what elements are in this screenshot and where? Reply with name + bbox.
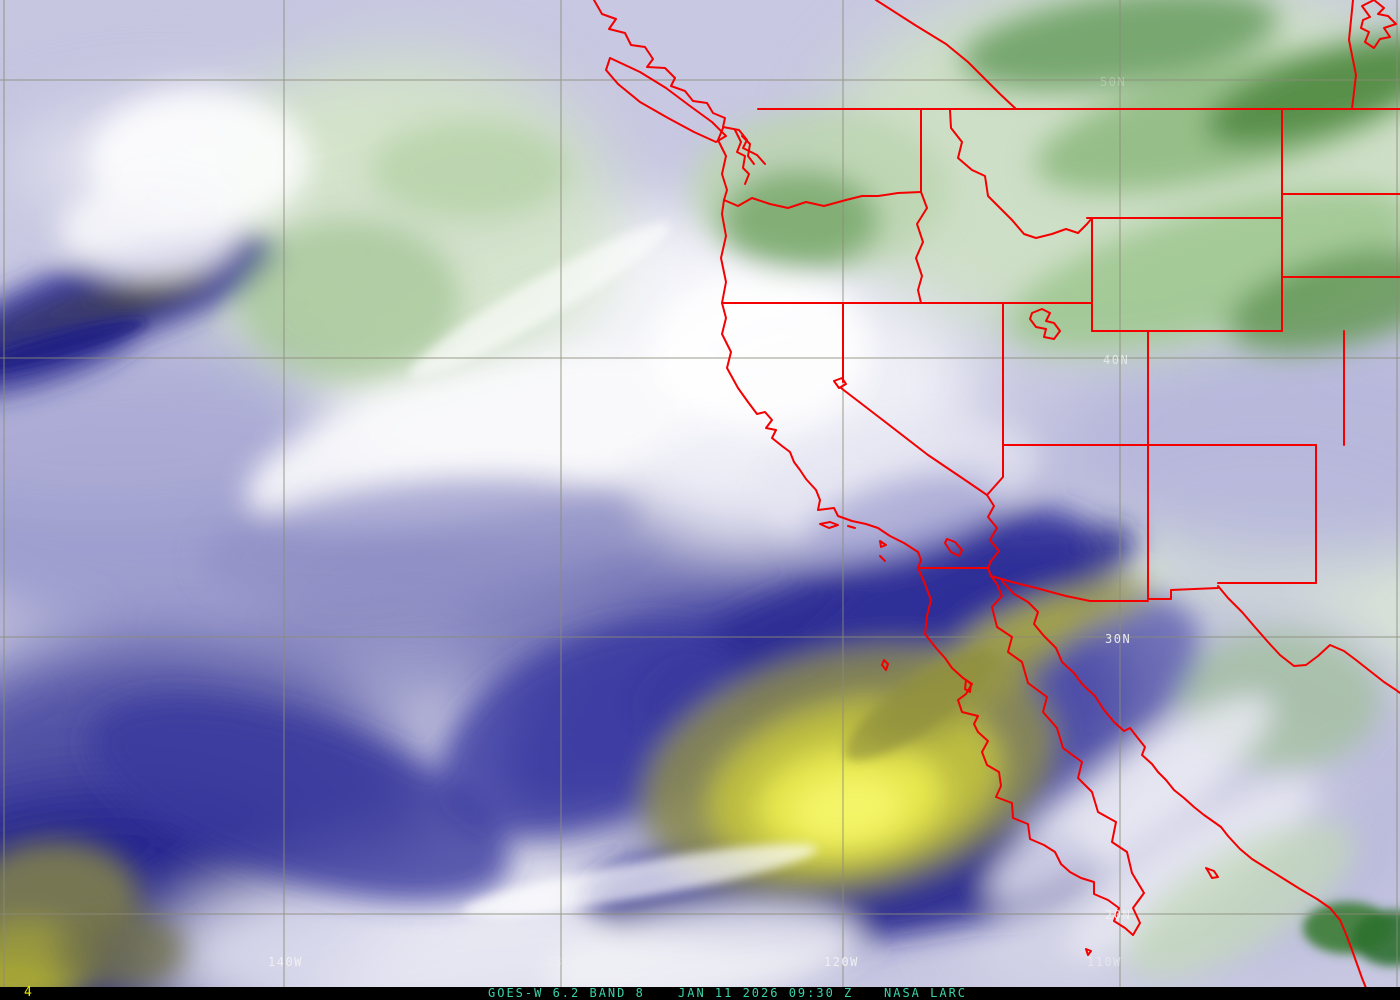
label-20n: 20N — [1105, 908, 1131, 922]
isla-cedros — [964, 679, 972, 693]
isla-guadalupe — [881, 659, 889, 671]
salton-sea — [944, 538, 963, 557]
baja-gulf-coast — [990, 575, 1145, 936]
label-130w: 130W — [546, 955, 581, 969]
vancouver-island — [605, 57, 727, 143]
label-140w: 140W — [268, 955, 303, 969]
lake-tahoe — [833, 377, 847, 389]
frame-number: 4 — [24, 985, 32, 1000]
great-salt-lake — [1029, 308, 1061, 340]
rio-grande — [1217, 585, 1400, 694]
isla-revillagigedo — [1085, 948, 1092, 956]
caption-product: GOES-W 6.2 BAND 8 — [488, 986, 645, 1000]
islas-marias — [1205, 867, 1219, 879]
manitoba-lakes — [1360, 0, 1397, 49]
sonora-sinaloa-coast — [1001, 580, 1367, 989]
label-40n: 40N — [1103, 353, 1129, 367]
border-nv-az — [986, 444, 1004, 496]
border-wa-or-columbia — [723, 191, 922, 209]
california-coast — [721, 302, 922, 569]
label-50n: 50N — [1100, 75, 1126, 89]
label-30n: 30N — [1105, 632, 1131, 646]
grid-labels: 140W 130W 120W 110W 50N 40N 30N 20N — [268, 75, 1131, 969]
map-borders — [593, 0, 1400, 989]
border-id-mt — [949, 109, 1093, 239]
caption-bar: GOES-W 6.2 BAND 8 JAN 11 2026 09:30 Z NA… — [0, 987, 1400, 1000]
bc-coast-fjords — [593, 0, 766, 165]
caption-timestamp: JAN 11 2026 09:30 Z — [678, 986, 854, 1000]
label-120w: 120W — [824, 955, 859, 969]
border-sask-manitoba — [1348, 0, 1357, 110]
caption-credit: NASA LARC — [884, 986, 968, 1000]
border-or-id — [915, 191, 928, 304]
baja-pacific-coast — [917, 567, 1134, 936]
channel-islands — [819, 521, 887, 562]
border-ca-nv-diagonal — [840, 387, 988, 496]
label-110w: 110W — [1087, 955, 1122, 969]
border-nm-mexico-bootheel — [1147, 587, 1219, 600]
border-bc-alberta — [875, 0, 1017, 110]
border-us-mexico — [917, 567, 1149, 602]
puget-sound — [734, 129, 755, 185]
colorado-river-border — [986, 494, 1000, 569]
